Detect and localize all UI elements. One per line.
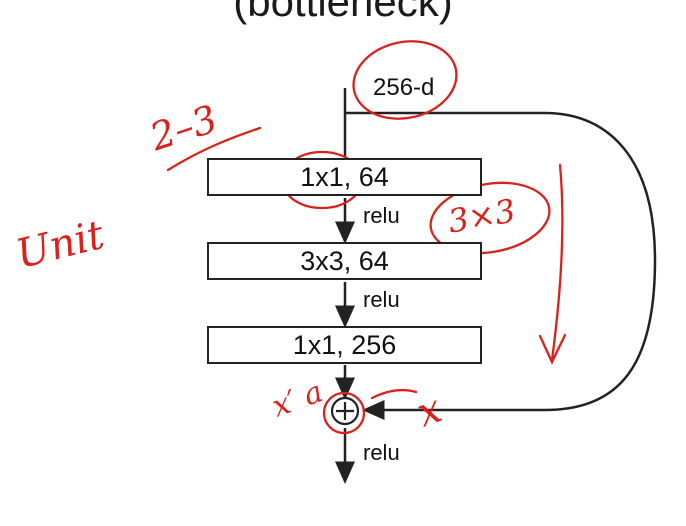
- vertical-down-arrowhead: [538, 333, 567, 365]
- layer-3x3-64: 3x3, 64: [207, 242, 482, 280]
- diagram-title: (bottleneck): [233, 0, 453, 25]
- kernel-3x3-circle: [429, 181, 551, 255]
- range-underline: [166, 126, 262, 172]
- relu-label-3: relu: [363, 440, 400, 465]
- layer-1x1-256: 1x1, 256: [207, 326, 482, 364]
- vertical-down-arrow: [550, 163, 564, 362]
- sum-circle-annotation: [322, 391, 366, 435]
- relu-label-1: relu: [363, 203, 400, 228]
- handwritten-annotations: [166, 40, 567, 435]
- input-circle-annotation: [352, 40, 458, 120]
- layer-1x1-64: 1x1, 64: [207, 158, 482, 196]
- identity-shortcut: [345, 111, 657, 420]
- input-dimension-label: 256-d: [373, 74, 435, 101]
- sum-node: [330, 396, 360, 426]
- relu-label-2: relu: [363, 287, 400, 312]
- x-arrow-annotation: [370, 388, 418, 400]
